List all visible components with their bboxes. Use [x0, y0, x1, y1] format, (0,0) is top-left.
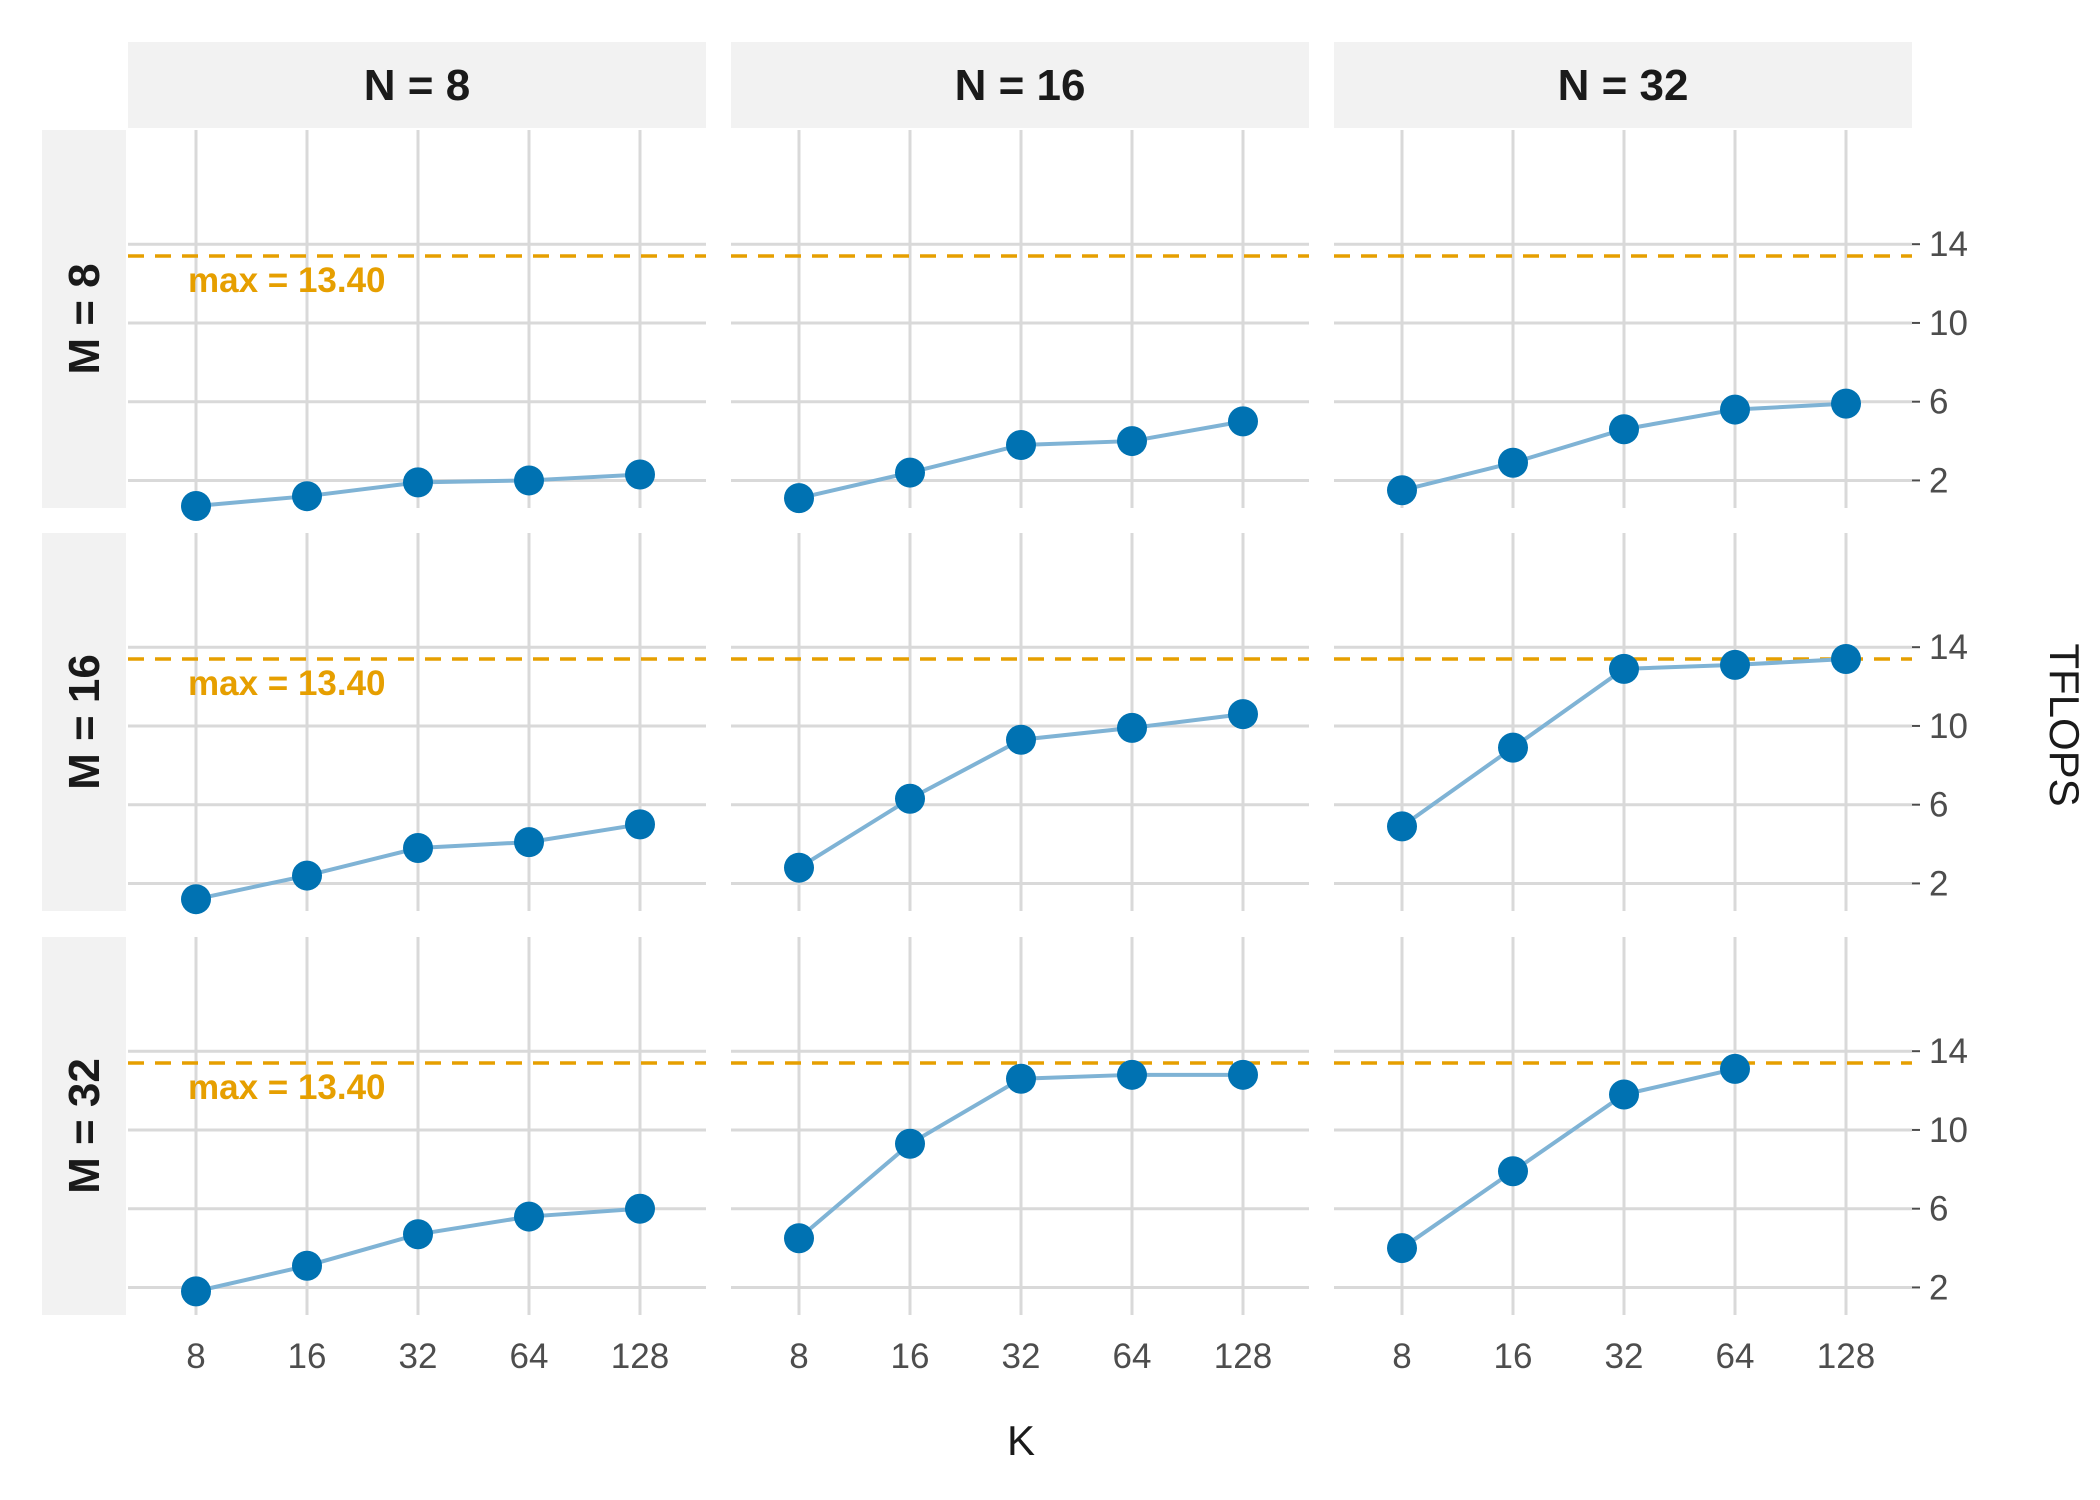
data-point: [514, 827, 544, 858]
data-point: [1498, 447, 1528, 478]
data-point: [181, 491, 211, 522]
data-point: [403, 1219, 433, 1250]
data-point: [403, 467, 433, 498]
x-tick-label: 64: [1716, 1337, 1755, 1376]
data-point: [1117, 426, 1147, 457]
x-tick-label: 128: [1817, 1337, 1875, 1376]
y-axis-title: TFLOPS: [2041, 643, 2088, 806]
max-reference-label: max = 13.40: [188, 261, 386, 300]
x-tick-label: 16: [891, 1337, 930, 1376]
y-tick-label: 10: [1929, 707, 1968, 746]
data-point: [1609, 1079, 1639, 1110]
data-point: [1228, 699, 1258, 730]
data-point: [514, 465, 544, 496]
data-point: [784, 1223, 814, 1254]
data-point: [403, 833, 433, 863]
column-strip: [1334, 42, 1912, 128]
y-tick-label: 14: [1929, 628, 1968, 667]
row-strip: [42, 937, 126, 1315]
data-point: [1720, 1053, 1750, 1084]
data-point: [784, 852, 814, 883]
data-point: [181, 1276, 211, 1307]
x-tick-label: 128: [611, 1337, 669, 1376]
x-tick-label: 32: [1605, 1337, 1644, 1376]
data-point: [625, 809, 655, 840]
data-point: [292, 1250, 322, 1281]
data-point: [1117, 712, 1147, 743]
data-point: [1228, 406, 1258, 437]
y-tick-label: 6: [1929, 1190, 1948, 1229]
data-point: [292, 860, 322, 891]
row-strip: [42, 533, 126, 911]
data-point: [1498, 1156, 1528, 1187]
x-tick-label: 64: [1113, 1337, 1152, 1376]
column-strip-label: N = 32: [1558, 61, 1689, 110]
x-tick-label: 16: [1494, 1337, 1533, 1376]
x-tick-label: 8: [186, 1337, 205, 1376]
data-point: [625, 459, 655, 490]
x-axis-title: K: [1007, 1417, 1035, 1464]
data-point: [1720, 394, 1750, 425]
max-reference-label: max = 13.40: [188, 664, 386, 703]
data-point: [1831, 644, 1861, 674]
data-point: [1720, 649, 1750, 680]
y-tick-label: 2: [1929, 1268, 1948, 1307]
data-point: [1609, 653, 1639, 684]
x-tick-label: 8: [789, 1337, 808, 1376]
y-tick-label: 6: [1929, 786, 1948, 825]
data-point: [784, 483, 814, 514]
row-strip: [42, 130, 126, 508]
y-tick-label: 2: [1929, 461, 1948, 500]
column-strip: [731, 42, 1309, 128]
data-point: [1387, 811, 1417, 842]
data-point: [1498, 732, 1528, 763]
y-tick-label: 14: [1929, 1032, 1968, 1071]
data-point: [895, 1128, 925, 1159]
y-tick-label: 6: [1929, 383, 1948, 422]
data-point: [1006, 430, 1036, 460]
data-point: [1387, 475, 1417, 506]
row-strip-label: M = 16: [60, 654, 109, 790]
x-tick-label: 128: [1214, 1337, 1272, 1376]
data-point: [1006, 1063, 1036, 1094]
row-strip-label: M = 8: [60, 263, 109, 374]
data-point: [1228, 1059, 1258, 1090]
y-tick-label: 14: [1929, 225, 1968, 264]
data-point: [292, 481, 322, 512]
data-point: [895, 457, 925, 488]
data-point: [625, 1193, 655, 1224]
data-point: [1117, 1059, 1147, 1090]
max-reference-label: max = 13.40: [188, 1068, 386, 1107]
data-point: [1387, 1233, 1417, 1264]
y-tick-label: 2: [1929, 864, 1948, 903]
x-tick-label: 8: [1392, 1337, 1411, 1376]
row-strip-label: M = 32: [60, 1058, 109, 1194]
y-tick-label: 10: [1929, 1111, 1968, 1150]
x-tick-label: 32: [399, 1337, 438, 1376]
series-line: [1400, 1066, 1736, 1250]
column-strip: [128, 42, 706, 128]
y-tick-label: 10: [1929, 304, 1968, 343]
data-point: [1609, 414, 1639, 445]
data-point: [181, 884, 211, 915]
data-point: [514, 1201, 544, 1232]
x-tick-label: 32: [1002, 1337, 1041, 1376]
data-point: [1006, 724, 1036, 755]
column-strip-label: N = 8: [364, 61, 470, 110]
data-point: [895, 783, 925, 814]
x-tick-label: 16: [288, 1337, 327, 1376]
x-tick-label: 64: [510, 1337, 549, 1376]
data-point: [1831, 388, 1861, 419]
column-strip-label: N = 16: [955, 61, 1086, 110]
